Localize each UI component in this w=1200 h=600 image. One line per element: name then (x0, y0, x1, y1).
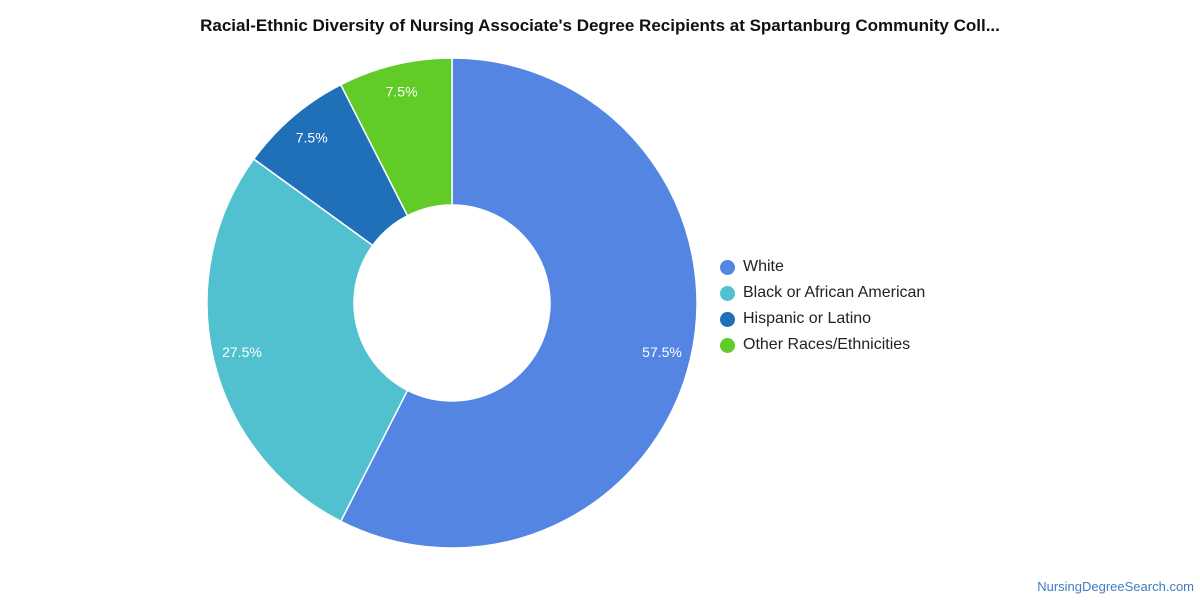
slice-white[interactable] (339, 57, 698, 549)
legend-label-hispanic-or-latino: Hispanic or Latino (743, 310, 872, 327)
legend-label-black-or-african-american: Black or African American (743, 284, 926, 301)
legend-label-white: White (743, 258, 784, 275)
legend-label-other-races-ethnicities: Other Races/Ethnicities (743, 336, 911, 353)
legend-item-hispanic-or-latino[interactable]: Hispanic or Latino (720, 306, 925, 332)
chart-title: Racial-Ethnic Diversity of Nursing Assoc… (200, 16, 1000, 35)
slice-label-hispanic-or-latino: 7.5% (296, 129, 328, 145)
source-watermark[interactable]: NursingDegreeSearch.com (1037, 579, 1194, 594)
legend-item-black-or-african-american[interactable]: Black or African American (720, 280, 925, 306)
chart-legend: White Black or African American Hispanic… (720, 254, 925, 358)
slice-label-other-races-ethnicities: 7.5% (386, 84, 418, 100)
legend-swatch-hispanic-or-latino (720, 311, 735, 327)
slice-label-white: 57.5% (642, 344, 682, 360)
legend-swatch-white (720, 259, 735, 275)
legend-swatch-other-races-ethnicities (720, 337, 735, 353)
legend-item-white[interactable]: White (720, 254, 925, 280)
legend-item-other-races-ethnicities[interactable]: Other Races/Ethnicities (720, 332, 925, 358)
slice-label-black-or-african-american: 27.5% (222, 344, 262, 360)
slice-black-or-african-american[interactable] (206, 157, 409, 523)
legend-swatch-black-or-african-american (720, 285, 735, 301)
slice-other-races-ethnicities[interactable] (339, 57, 453, 217)
